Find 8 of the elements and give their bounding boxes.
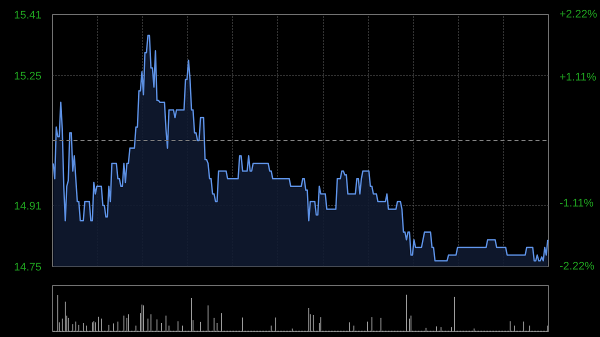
y2-tick-label: +2.22%: [560, 8, 598, 20]
y2-tick-label: +1.11%: [560, 72, 597, 84]
y2-tick-label: -1.11%: [560, 198, 594, 210]
y-tick-label: 15.25: [14, 70, 42, 83]
y-tick-label: 15.41: [14, 10, 42, 22]
y-tick-label: 14.75: [14, 262, 42, 274]
y2-tick-label: -2.22%: [560, 260, 595, 272]
y-tick-label: 14.91: [14, 200, 42, 212]
